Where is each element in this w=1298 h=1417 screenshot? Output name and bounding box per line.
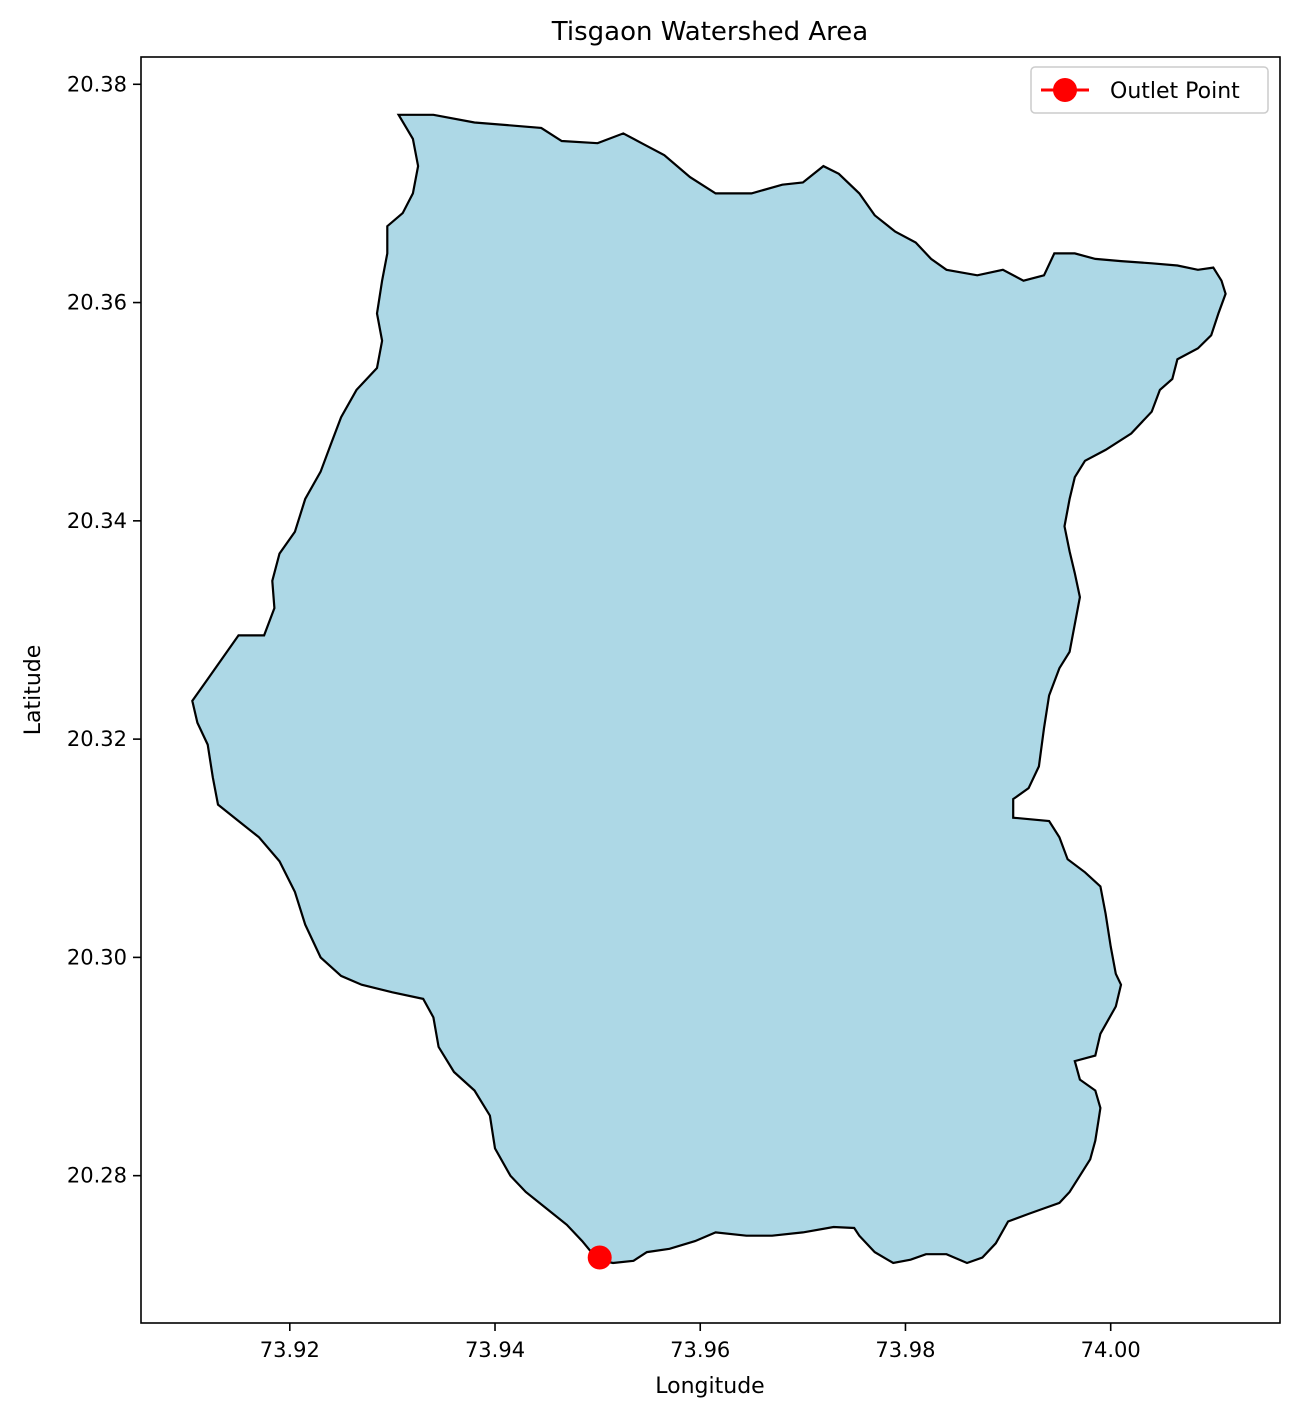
x-tick-label: 73.98 xyxy=(875,1338,935,1362)
x-tick-label: 73.94 xyxy=(465,1338,525,1362)
legend: Outlet Point xyxy=(1030,66,1269,114)
x-tick-label: 74.00 xyxy=(1081,1338,1141,1362)
legend-label-outlet-point: Outlet Point xyxy=(1110,79,1240,104)
y-tick-label: 20.28 xyxy=(67,1164,127,1188)
y-axis: 20.28 20.30 20.32 20.34 20.36 20.38 xyxy=(67,72,141,1188)
chart-title: Tisgaon Watershed Area xyxy=(551,17,868,47)
axes-frame xyxy=(140,56,1281,1324)
plot-area xyxy=(191,113,1227,1270)
y-tick-label: 20.32 xyxy=(67,727,127,751)
legend-box xyxy=(1030,66,1269,114)
y-tick-label: 20.30 xyxy=(67,945,127,969)
y-tick-label: 20.38 xyxy=(67,72,127,96)
x-axis: 73.92 73.94 73.96 73.98 74.00 xyxy=(260,1323,1141,1362)
x-tick-label: 73.96 xyxy=(670,1338,730,1362)
x-tick-label: 73.92 xyxy=(260,1338,320,1362)
x-axis-label: Longitude xyxy=(655,1374,764,1399)
legend-marker-sample xyxy=(1053,78,1077,102)
y-tick-label: 20.36 xyxy=(67,291,127,315)
y-tick-label: 20.34 xyxy=(67,509,127,533)
outlet-point-marker xyxy=(587,1245,612,1270)
y-axis-label: Latitude xyxy=(21,645,46,736)
watershed-polygon xyxy=(191,113,1227,1265)
